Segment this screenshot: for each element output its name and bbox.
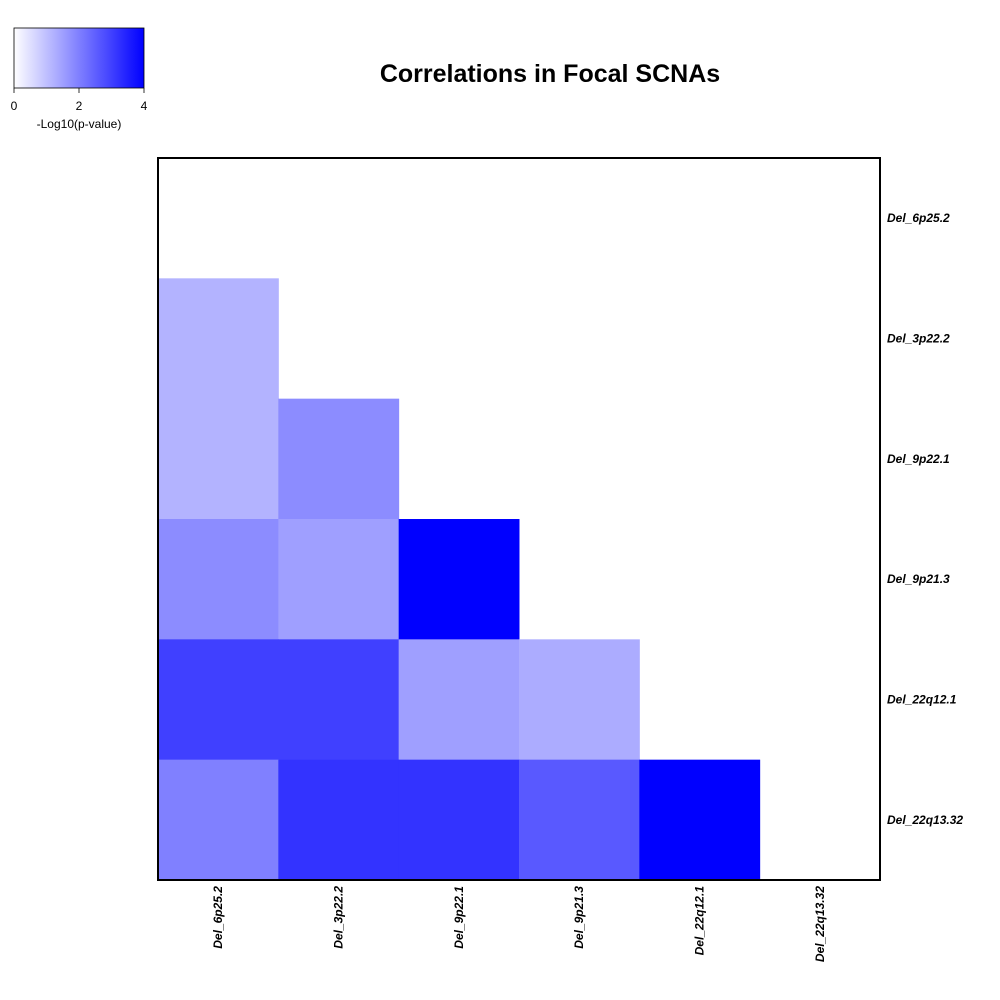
heatmap-cell-r5-c0 xyxy=(158,759,279,881)
legend-ticks: 0 2 4 xyxy=(11,88,148,113)
heatmap-cell-r5-c1 xyxy=(278,759,400,881)
column-label: Del_9p21.3 xyxy=(572,886,586,949)
heatmap-cell-r4-c3 xyxy=(519,639,640,761)
row-label: Del_6p25.2 xyxy=(887,211,950,225)
color-legend: 0 2 4 -Log10(p-value) xyxy=(11,27,148,131)
row-labels: Del_6p25.2 Del_3p22.2 Del_9p22.1 Del_9p21.3… xyxy=(887,211,963,827)
plot-frame xyxy=(157,157,881,881)
heatmap-cell-r2-c1 xyxy=(278,398,400,520)
legend-tick-label: 4 xyxy=(141,99,148,113)
legend-tick-label: 2 xyxy=(76,99,83,113)
heatmap-cells xyxy=(158,278,761,881)
heatmap-cell-r3-c0 xyxy=(158,519,279,640)
heatmap-cell-r4-c2 xyxy=(398,639,520,761)
column-label: Del_9p22.1 xyxy=(452,886,466,949)
column-label: Del_3p22.2 xyxy=(332,886,346,949)
heatmap-cell-r4-c0 xyxy=(158,639,279,761)
heatmap-cell-r3-c1 xyxy=(278,519,400,640)
legend-title: -Log10(p-value) xyxy=(37,117,122,131)
row-label: Del_22q12.1 xyxy=(887,693,957,707)
heatmap-cell-r3-c2 xyxy=(398,519,520,640)
row-label: Del_9p21.3 xyxy=(887,572,950,586)
heatmap-cell-r5-c2 xyxy=(398,759,520,881)
column-label: Del_6p25.2 xyxy=(211,886,225,949)
heatmap-cell-r2-c0 xyxy=(158,398,279,520)
heatmap-cell-r5-c3 xyxy=(519,759,640,881)
legend-gradient-bar xyxy=(13,27,145,89)
chart-title: Correlations in Focal SCNAs xyxy=(380,60,720,88)
heatmap-cell-r1-c0 xyxy=(158,278,279,400)
heatmap-cell-r5-c4 xyxy=(639,759,761,881)
heatmap-cell-r4-c1 xyxy=(278,639,400,761)
column-labels: Del_6p25.2 Del_3p22.2 Del_9p22.1 Del_9p21.3… xyxy=(211,886,827,962)
row-label: Del_3p22.2 xyxy=(887,332,950,346)
row-label: Del_9p22.1 xyxy=(887,452,950,466)
legend-tick-label: 0 xyxy=(11,99,18,113)
column-label: Del_22q13.32 xyxy=(813,886,827,962)
column-label: Del_22q12.1 xyxy=(693,886,707,956)
row-label: Del_22q13.32 xyxy=(887,813,963,827)
